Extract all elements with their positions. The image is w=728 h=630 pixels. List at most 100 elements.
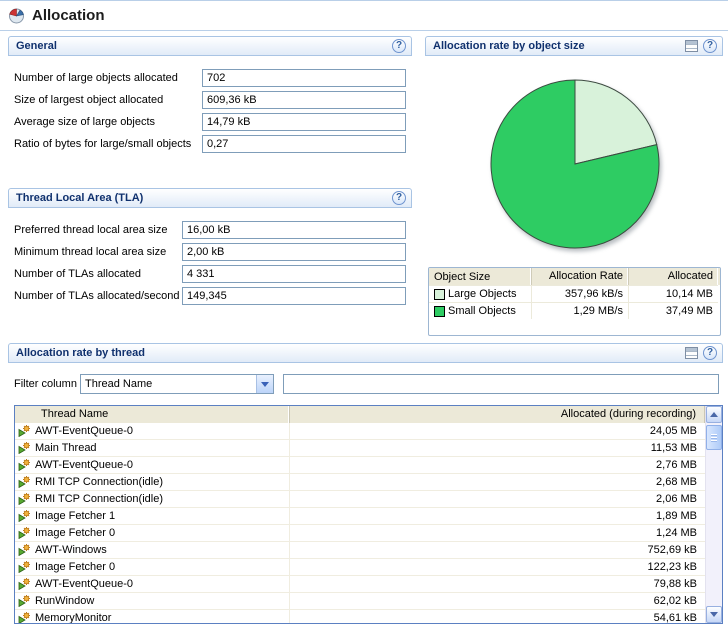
- field-label: Number of large objects allocated: [14, 72, 178, 84]
- field-label: Number of TLAs allocated/second: [14, 290, 180, 302]
- tlas-allocated-field[interactable]: [182, 265, 406, 283]
- field-label: Number of TLAs allocated: [14, 268, 141, 280]
- table-row[interactable]: Large Objects 357,96 kB/s 10,14 MB: [429, 285, 720, 302]
- vertical-scrollbar[interactable]: [705, 406, 722, 623]
- field-label: Average size of large objects: [14, 116, 156, 128]
- thread-allocated: 752,69 kB: [647, 544, 697, 556]
- filter-text-input[interactable]: [283, 374, 719, 394]
- preferred-tla-size-field[interactable]: [182, 221, 406, 239]
- thread-allocated: 79,88 kB: [653, 578, 697, 590]
- table-row[interactable]: Image Fetcher 0 1,24 MB: [15, 525, 705, 542]
- largest-object-size-field[interactable]: [202, 91, 406, 109]
- thread-name: RMI TCP Connection(idle): [35, 493, 163, 505]
- scroll-down-button[interactable]: [706, 606, 722, 623]
- dropdown-button[interactable]: [256, 375, 273, 393]
- help-icon[interactable]: ?: [703, 346, 717, 360]
- thread-allocated: 2,76 MB: [656, 459, 697, 471]
- field-row: Preferred thread local area size: [14, 221, 406, 239]
- column-header[interactable]: Allocated: [629, 268, 718, 285]
- thread-allocated: 62,02 kB: [653, 595, 697, 607]
- table-row[interactable]: AWT-Windows 752,69 kB: [15, 542, 705, 559]
- small-objects-swatch: [434, 305, 445, 317]
- pie-slice: [574, 79, 658, 165]
- table-row[interactable]: Main Thread 11,53 MB: [15, 440, 705, 457]
- thread-icon: [18, 459, 30, 471]
- allocation-rate-value: 357,96 kB/s: [532, 285, 629, 302]
- minimum-tla-size-field[interactable]: [182, 243, 406, 261]
- thread-name: Image Fetcher 1: [35, 510, 116, 522]
- thread-name: Main Thread: [35, 442, 97, 454]
- general-section-header: General ?: [8, 36, 412, 56]
- thread-icon: [18, 561, 30, 573]
- thread-allocated: 2,68 MB: [656, 476, 697, 488]
- table-row[interactable]: RMI TCP Connection(idle) 2,68 MB: [15, 474, 705, 491]
- field-row: Number of TLAs allocated/second: [14, 287, 406, 305]
- table-row[interactable]: RMI TCP Connection(idle) 2,06 MB: [15, 491, 705, 508]
- page-title: Allocation: [32, 7, 105, 24]
- tlas-per-second-field[interactable]: [182, 287, 406, 305]
- thread-icon: [18, 442, 30, 454]
- field-row: Minimum thread local area size: [14, 243, 406, 261]
- table-row[interactable]: AWT-EventQueue-0 24,05 MB: [15, 423, 705, 440]
- thread-name: AWT-EventQueue-0: [35, 578, 134, 590]
- help-icon[interactable]: ?: [703, 39, 717, 53]
- thread-table: Thread Name Allocated (during recording)…: [14, 405, 723, 624]
- allocated-value: 37,49 MB: [629, 302, 718, 319]
- object-size-table: Object Size Allocation Rate Allocated La…: [428, 267, 721, 336]
- table-row[interactable]: MemoryMonitor 54,61 kB: [15, 610, 705, 624]
- arrow-down-icon: [710, 612, 718, 617]
- thread-icon: [18, 476, 30, 488]
- ratio-field[interactable]: [202, 135, 406, 153]
- thread-icon: [18, 510, 30, 522]
- help-icon[interactable]: ?: [392, 191, 406, 205]
- page-header: Allocation: [0, 0, 728, 31]
- field-row: Average size of large objects: [14, 113, 406, 131]
- help-icon[interactable]: ?: [392, 39, 406, 53]
- thread-table-header: Thread Name Allocated (during recording): [15, 406, 705, 423]
- table-row[interactable]: Image Fetcher 1 1,89 MB: [15, 508, 705, 525]
- filter-column-selected: Thread Name: [85, 378, 153, 390]
- thread-section-title: Allocation rate by thread: [16, 347, 145, 359]
- thread-name: MemoryMonitor: [35, 612, 112, 624]
- thread-name: RunWindow: [35, 595, 95, 607]
- table-row[interactable]: Image Fetcher 0 122,23 kB: [15, 559, 705, 576]
- table-row[interactable]: AWT-EventQueue-0 2,76 MB: [15, 457, 705, 474]
- large-objects-count-field[interactable]: [202, 69, 406, 87]
- thread-allocated: 11,53 MB: [650, 442, 697, 454]
- filter-column-dropdown[interactable]: Thread Name: [80, 374, 274, 394]
- field-label: Minimum thread local area size: [14, 246, 167, 258]
- thread-name: AWT-EventQueue-0: [35, 459, 134, 471]
- scrollbar-thumb[interactable]: [706, 425, 722, 450]
- thread-name: Image Fetcher 0: [35, 527, 116, 539]
- object-size-section-title: Allocation rate by object size: [433, 40, 585, 52]
- table-view-icon[interactable]: [685, 347, 698, 359]
- object-size-pie-chart: [490, 79, 660, 249]
- thread-allocated: 122,23 kB: [647, 561, 697, 573]
- average-size-field[interactable]: [202, 113, 406, 131]
- thread-icon: [18, 544, 30, 556]
- table-view-icon[interactable]: [685, 40, 698, 52]
- chevron-down-icon: [261, 381, 269, 387]
- scrollbar-grip: [711, 434, 717, 443]
- table-row[interactable]: AWT-EventQueue-0 79,88 kB: [15, 576, 705, 593]
- thread-allocated: 2,06 MB: [656, 493, 697, 505]
- table-row[interactable]: Small Objects 1,29 MB/s 37,49 MB: [429, 302, 720, 319]
- column-header[interactable]: Object Size: [429, 268, 532, 285]
- table-row[interactable]: RunWindow 62,02 kB: [15, 593, 705, 610]
- thread-allocated: 1,89 MB: [656, 510, 697, 522]
- filter-row: Filter column Thread Name: [14, 374, 719, 394]
- thread-name: AWT-EventQueue-0: [35, 425, 134, 437]
- column-header-thread-name[interactable]: Thread Name: [15, 406, 290, 423]
- scroll-up-button[interactable]: [706, 406, 722, 423]
- tla-section: Thread Local Area (TLA) ? Preferred thre…: [8, 188, 412, 309]
- object-size-label: Small Objects: [448, 305, 516, 317]
- thread-icon: [18, 425, 30, 437]
- large-objects-swatch: [434, 288, 445, 300]
- thread-name: AWT-Windows: [35, 544, 107, 556]
- column-header[interactable]: Allocation Rate: [532, 268, 629, 285]
- tla-section-header: Thread Local Area (TLA) ?: [8, 188, 412, 208]
- thread-name: Image Fetcher 0: [35, 561, 116, 573]
- tla-section-title: Thread Local Area (TLA): [16, 192, 144, 204]
- thread-section: Allocation rate by thread ? Filter colum…: [8, 343, 723, 630]
- column-header-allocated[interactable]: Allocated (during recording): [290, 406, 705, 423]
